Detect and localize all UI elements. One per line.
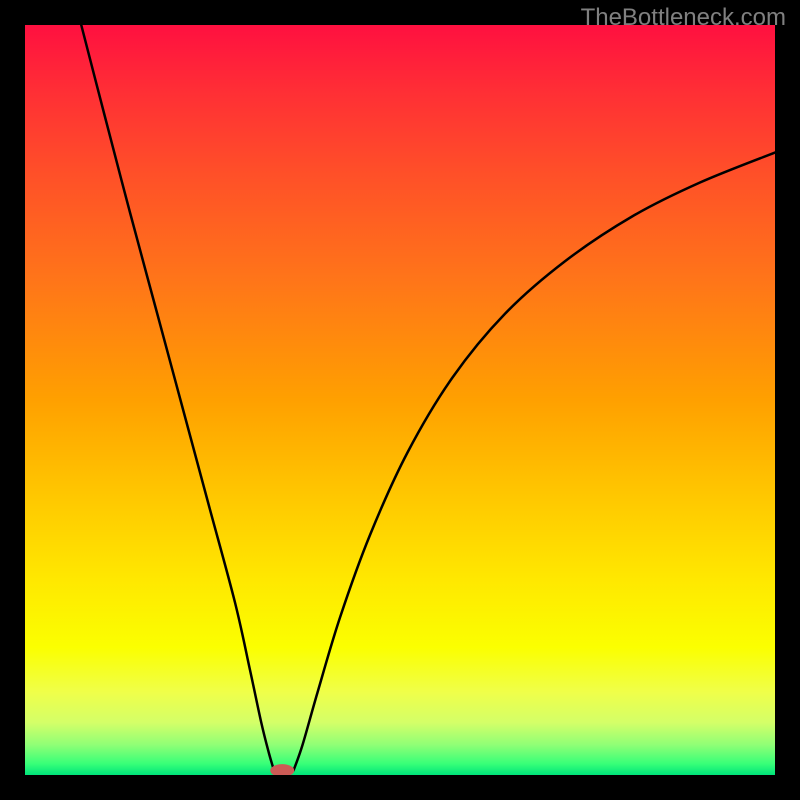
plot-area — [25, 25, 775, 775]
chart-frame — [0, 0, 800, 800]
watermark-text: TheBottleneck.com — [581, 4, 786, 32]
bottleneck-curve-chart — [25, 25, 775, 775]
gradient-background — [25, 25, 775, 775]
